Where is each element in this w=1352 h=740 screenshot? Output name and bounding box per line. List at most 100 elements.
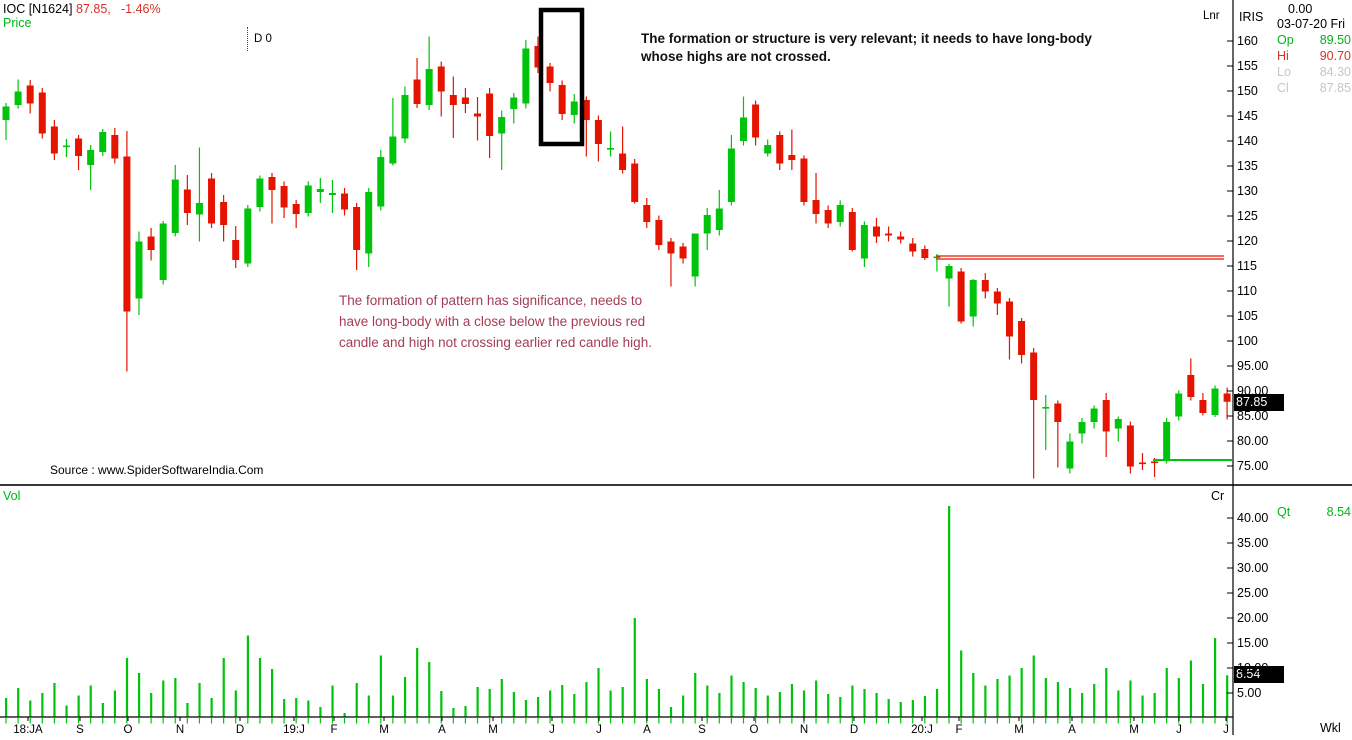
candle-body bbox=[824, 210, 832, 224]
price-axis-label: 145 bbox=[1237, 109, 1258, 123]
volume-bar bbox=[790, 684, 794, 717]
candle-body bbox=[510, 97, 518, 109]
candle-body bbox=[594, 120, 602, 144]
candle-body bbox=[220, 202, 228, 225]
volume-bar bbox=[839, 697, 842, 717]
time-axis-label: S bbox=[698, 724, 706, 736]
price-axis-label: 75.00 bbox=[1237, 459, 1269, 473]
volume-bar bbox=[863, 689, 866, 717]
time-axis-label: F bbox=[955, 724, 963, 736]
candle-body bbox=[437, 66, 445, 92]
time-axis-label: J bbox=[1176, 724, 1182, 736]
highlight-rectangle[interactable] bbox=[538, 7, 585, 147]
volume-bar bbox=[379, 655, 382, 717]
candle-body bbox=[1114, 419, 1122, 429]
volume-bar bbox=[198, 683, 201, 717]
annotation-line: whose highs are not crossed. bbox=[641, 49, 831, 64]
volume-bar bbox=[778, 692, 781, 717]
time-axis-label: F bbox=[330, 724, 338, 736]
time-axis-label: A bbox=[643, 724, 651, 736]
candle-body bbox=[147, 236, 155, 250]
volume-bar bbox=[718, 693, 721, 717]
candle-body bbox=[752, 104, 760, 138]
candle-body bbox=[1126, 425, 1134, 467]
annotation-note-black[interactable]: The formation or structure is very relev… bbox=[641, 30, 1092, 66]
volume-bar bbox=[802, 690, 806, 717]
candle-body bbox=[667, 241, 675, 254]
volume-bar bbox=[972, 673, 975, 717]
volume-bar bbox=[125, 658, 129, 717]
volume-panel-label: Vol bbox=[3, 489, 21, 503]
drawing-tool-marker[interactable]: D 0 bbox=[254, 33, 272, 45]
candle-body bbox=[981, 280, 989, 292]
volume-bar bbox=[1008, 675, 1011, 717]
low-value: 84.30 bbox=[1319, 65, 1351, 79]
candle-body bbox=[957, 271, 965, 322]
quote-row-open: Op 89.50 bbox=[1277, 33, 1351, 47]
time-axis-label: 20:J bbox=[911, 724, 933, 736]
candle-body bbox=[328, 193, 336, 195]
candle-body bbox=[885, 233, 893, 236]
candle-body bbox=[812, 200, 820, 214]
volume-bar bbox=[923, 696, 927, 717]
volume-bar bbox=[512, 692, 515, 717]
volume-bar bbox=[270, 669, 274, 717]
low-label: Lo bbox=[1277, 65, 1291, 79]
volume-bar bbox=[77, 695, 80, 717]
candle-body bbox=[631, 163, 639, 202]
volume-bar bbox=[246, 635, 249, 717]
price-axis-label: 125 bbox=[1237, 209, 1258, 223]
candle-body bbox=[619, 153, 627, 170]
top-value: 0.00 bbox=[1288, 2, 1313, 16]
volume-bar bbox=[174, 678, 177, 717]
volume-bar bbox=[162, 680, 165, 717]
volume-bar bbox=[488, 689, 491, 717]
price-axis-label: 130 bbox=[1237, 184, 1258, 198]
candle-body bbox=[244, 208, 252, 264]
candle-body bbox=[341, 193, 349, 210]
annotation-line: The formation or structure is very relev… bbox=[641, 31, 1092, 46]
price-axis-label: 155 bbox=[1237, 59, 1258, 73]
candle-body bbox=[498, 117, 506, 134]
quote-row-high: Hi 90.70 bbox=[1277, 49, 1351, 63]
timeframe-label[interactable]: Wkl bbox=[1320, 721, 1341, 735]
volume-bar bbox=[331, 685, 334, 717]
candle-body bbox=[135, 241, 143, 299]
volume-bar bbox=[367, 695, 370, 717]
volume-bar bbox=[5, 698, 8, 717]
candle-body bbox=[1151, 461, 1159, 464]
candle-body bbox=[1078, 422, 1086, 434]
volume-bar bbox=[1226, 675, 1229, 717]
volume-bar bbox=[633, 618, 636, 717]
annotation-line: The formation of pattern has significanc… bbox=[339, 293, 643, 308]
volume-bar bbox=[428, 662, 431, 717]
time-axis-label: N bbox=[175, 724, 185, 736]
volume-bar bbox=[1141, 695, 1144, 717]
candle-body bbox=[1018, 321, 1026, 355]
volume-bar bbox=[1093, 684, 1096, 717]
candle-body bbox=[546, 66, 554, 83]
annotation-note-red[interactable]: The formation of pattern has significanc… bbox=[339, 290, 652, 353]
volume-bar bbox=[984, 685, 987, 717]
volume-bar bbox=[222, 658, 225, 717]
line-mode-label[interactable]: Lnr bbox=[1203, 10, 1220, 22]
price-axis-label: 100 bbox=[1237, 334, 1258, 348]
time-axis-label: D bbox=[849, 724, 859, 736]
time-axis-label: O bbox=[123, 724, 133, 736]
candle-body bbox=[788, 155, 796, 160]
candle-body bbox=[401, 95, 409, 139]
time-axis-label: M bbox=[379, 724, 389, 736]
candle-body bbox=[933, 256, 941, 259]
candle-body bbox=[872, 226, 880, 237]
volume-bar bbox=[536, 697, 540, 717]
candle-body bbox=[764, 145, 772, 154]
volume-axis-label: 40.00 bbox=[1237, 511, 1269, 525]
volume-bar bbox=[742, 682, 745, 717]
time-axis-label: M bbox=[1129, 724, 1139, 736]
volume-bar bbox=[476, 687, 479, 717]
price-axis-label: 85.00 bbox=[1237, 409, 1269, 423]
candle-body bbox=[800, 158, 808, 202]
high-value: 90.70 bbox=[1319, 49, 1351, 63]
crosshair-dotted-line[interactable] bbox=[247, 27, 248, 51]
